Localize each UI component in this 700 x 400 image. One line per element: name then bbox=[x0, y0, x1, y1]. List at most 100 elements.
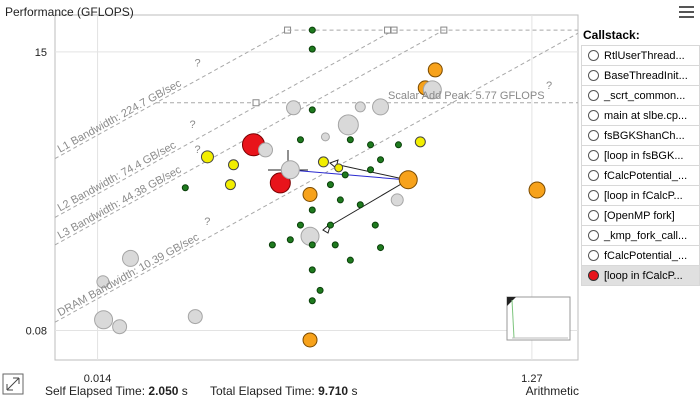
callstack-item[interactable]: main at slbe.cp... bbox=[581, 106, 700, 126]
roofline bbox=[55, 29, 288, 160]
roof-marker: ? bbox=[194, 144, 200, 156]
point bbox=[346, 256, 354, 264]
point bbox=[427, 62, 443, 78]
callstack-item[interactable]: [loop in fsBGK... bbox=[581, 146, 700, 166]
menu-icon[interactable] bbox=[677, 4, 697, 20]
chart: Performance (GFLOPS) Arithmetic Intensit… bbox=[2, 5, 580, 398]
point bbox=[181, 184, 189, 192]
point bbox=[308, 26, 316, 34]
radio[interactable] bbox=[588, 190, 599, 201]
radio[interactable] bbox=[588, 250, 599, 261]
expand-icon[interactable] bbox=[2, 373, 24, 395]
callstack-item-text: fCalcPotential_... bbox=[604, 249, 688, 262]
callstack-item[interactable]: _kmp_fork_call... bbox=[581, 226, 700, 246]
point bbox=[326, 221, 334, 229]
point bbox=[326, 181, 334, 189]
roof-marker: ? bbox=[546, 80, 552, 92]
callstack-item[interactable]: [loop in fCalcP... bbox=[581, 266, 700, 286]
point bbox=[398, 170, 418, 190]
point bbox=[371, 221, 379, 229]
radio[interactable] bbox=[588, 70, 599, 81]
point bbox=[200, 150, 214, 164]
points bbox=[94, 26, 546, 348]
radio[interactable] bbox=[588, 90, 599, 101]
total-time-label: Total Elapsed Time: bbox=[210, 384, 315, 398]
self-time: Self Elapsed Time: 2.050 s bbox=[45, 384, 188, 398]
callstack-item[interactable]: fCalcPotential_... bbox=[581, 166, 700, 186]
roof-marker: ? bbox=[190, 119, 196, 131]
radio[interactable] bbox=[588, 170, 599, 181]
roof-marker: ? bbox=[194, 58, 200, 70]
peak-label: Scalar Add Peak: 5.77 GFLOPS bbox=[388, 90, 545, 102]
total-time-value: 9.710 bbox=[318, 384, 348, 398]
radio[interactable] bbox=[588, 270, 599, 281]
roof-handle bbox=[252, 99, 260, 107]
callstack-item[interactable]: BaseThreadInit... bbox=[581, 66, 700, 86]
point bbox=[302, 186, 318, 202]
self-time-label: Self Elapsed Time: bbox=[45, 384, 145, 398]
point bbox=[354, 101, 366, 113]
point bbox=[308, 297, 316, 305]
callstack-item-text: [loop in fCalcP... bbox=[604, 269, 683, 282]
point bbox=[268, 241, 276, 249]
radio[interactable] bbox=[588, 50, 599, 61]
point bbox=[280, 160, 300, 180]
callstack-item[interactable]: fsBGKShanCh... bbox=[581, 126, 700, 146]
callstack-panel: Callstack: RtlUserThread... BaseThreadIni… bbox=[581, 26, 700, 286]
y-axis-label: Performance (GFLOPS) bbox=[5, 5, 134, 19]
total-time: Total Elapsed Time: 9.710 s bbox=[210, 384, 357, 398]
point bbox=[296, 221, 304, 229]
callstack-item[interactable]: _scrt_common... bbox=[581, 86, 700, 106]
point bbox=[121, 249, 139, 267]
roofline bbox=[55, 32, 578, 323]
radio[interactable] bbox=[588, 210, 599, 221]
callstack-item[interactable]: [loop in fCalcP... bbox=[581, 186, 700, 206]
callstack-item[interactable]: RtlUserThread... bbox=[581, 45, 700, 66]
y-tick-label: 15 bbox=[35, 47, 47, 59]
callstack-item[interactable]: [OpenMP fork] bbox=[581, 206, 700, 226]
callstack-item-text: [OpenMP fork] bbox=[604, 209, 675, 222]
callstack-item-text: _kmp_fork_call... bbox=[604, 229, 688, 242]
callstack-item-text: [loop in fCalcP... bbox=[604, 189, 683, 202]
point bbox=[228, 159, 240, 171]
point bbox=[224, 179, 236, 191]
point bbox=[320, 132, 330, 142]
point bbox=[394, 141, 402, 149]
point bbox=[341, 171, 349, 179]
point bbox=[377, 156, 385, 164]
point bbox=[422, 80, 442, 100]
point bbox=[316, 286, 324, 294]
callstack-item-text: main at slbe.cp... bbox=[604, 109, 688, 122]
point bbox=[367, 166, 375, 174]
point bbox=[390, 193, 404, 207]
radio[interactable] bbox=[588, 230, 599, 241]
callstack-item-text: RtlUserThread... bbox=[604, 49, 685, 62]
callstack-title: Callstack: bbox=[583, 28, 640, 42]
link bbox=[322, 179, 409, 231]
roofline bbox=[55, 29, 395, 218]
point bbox=[187, 309, 203, 325]
x-axis-label: Arithmetic Intensity (FLOP/Byte) bbox=[526, 384, 580, 398]
point bbox=[346, 136, 354, 144]
point bbox=[308, 45, 316, 53]
point bbox=[96, 275, 110, 289]
self-time-unit: s bbox=[182, 384, 188, 398]
radio[interactable] bbox=[588, 130, 599, 141]
callstack-item-text: _scrt_common... bbox=[604, 89, 686, 102]
roof-marker: ? bbox=[204, 216, 210, 228]
callstack-item-text: fsBGKShanCh... bbox=[604, 129, 685, 142]
callstack-item-text: fCalcPotential_... bbox=[604, 169, 688, 182]
point bbox=[372, 98, 390, 116]
x-tick-label: 1.27 bbox=[521, 373, 542, 385]
point bbox=[308, 266, 316, 274]
point bbox=[296, 136, 304, 144]
radio[interactable] bbox=[588, 110, 599, 121]
point bbox=[317, 156, 329, 168]
point bbox=[112, 319, 128, 335]
callstack-item[interactable]: fCalcPotential_... bbox=[581, 246, 700, 266]
point bbox=[302, 332, 318, 348]
x-tick-label: 0.014 bbox=[84, 373, 112, 385]
radio[interactable] bbox=[588, 150, 599, 161]
point bbox=[286, 236, 294, 244]
point bbox=[257, 142, 273, 158]
